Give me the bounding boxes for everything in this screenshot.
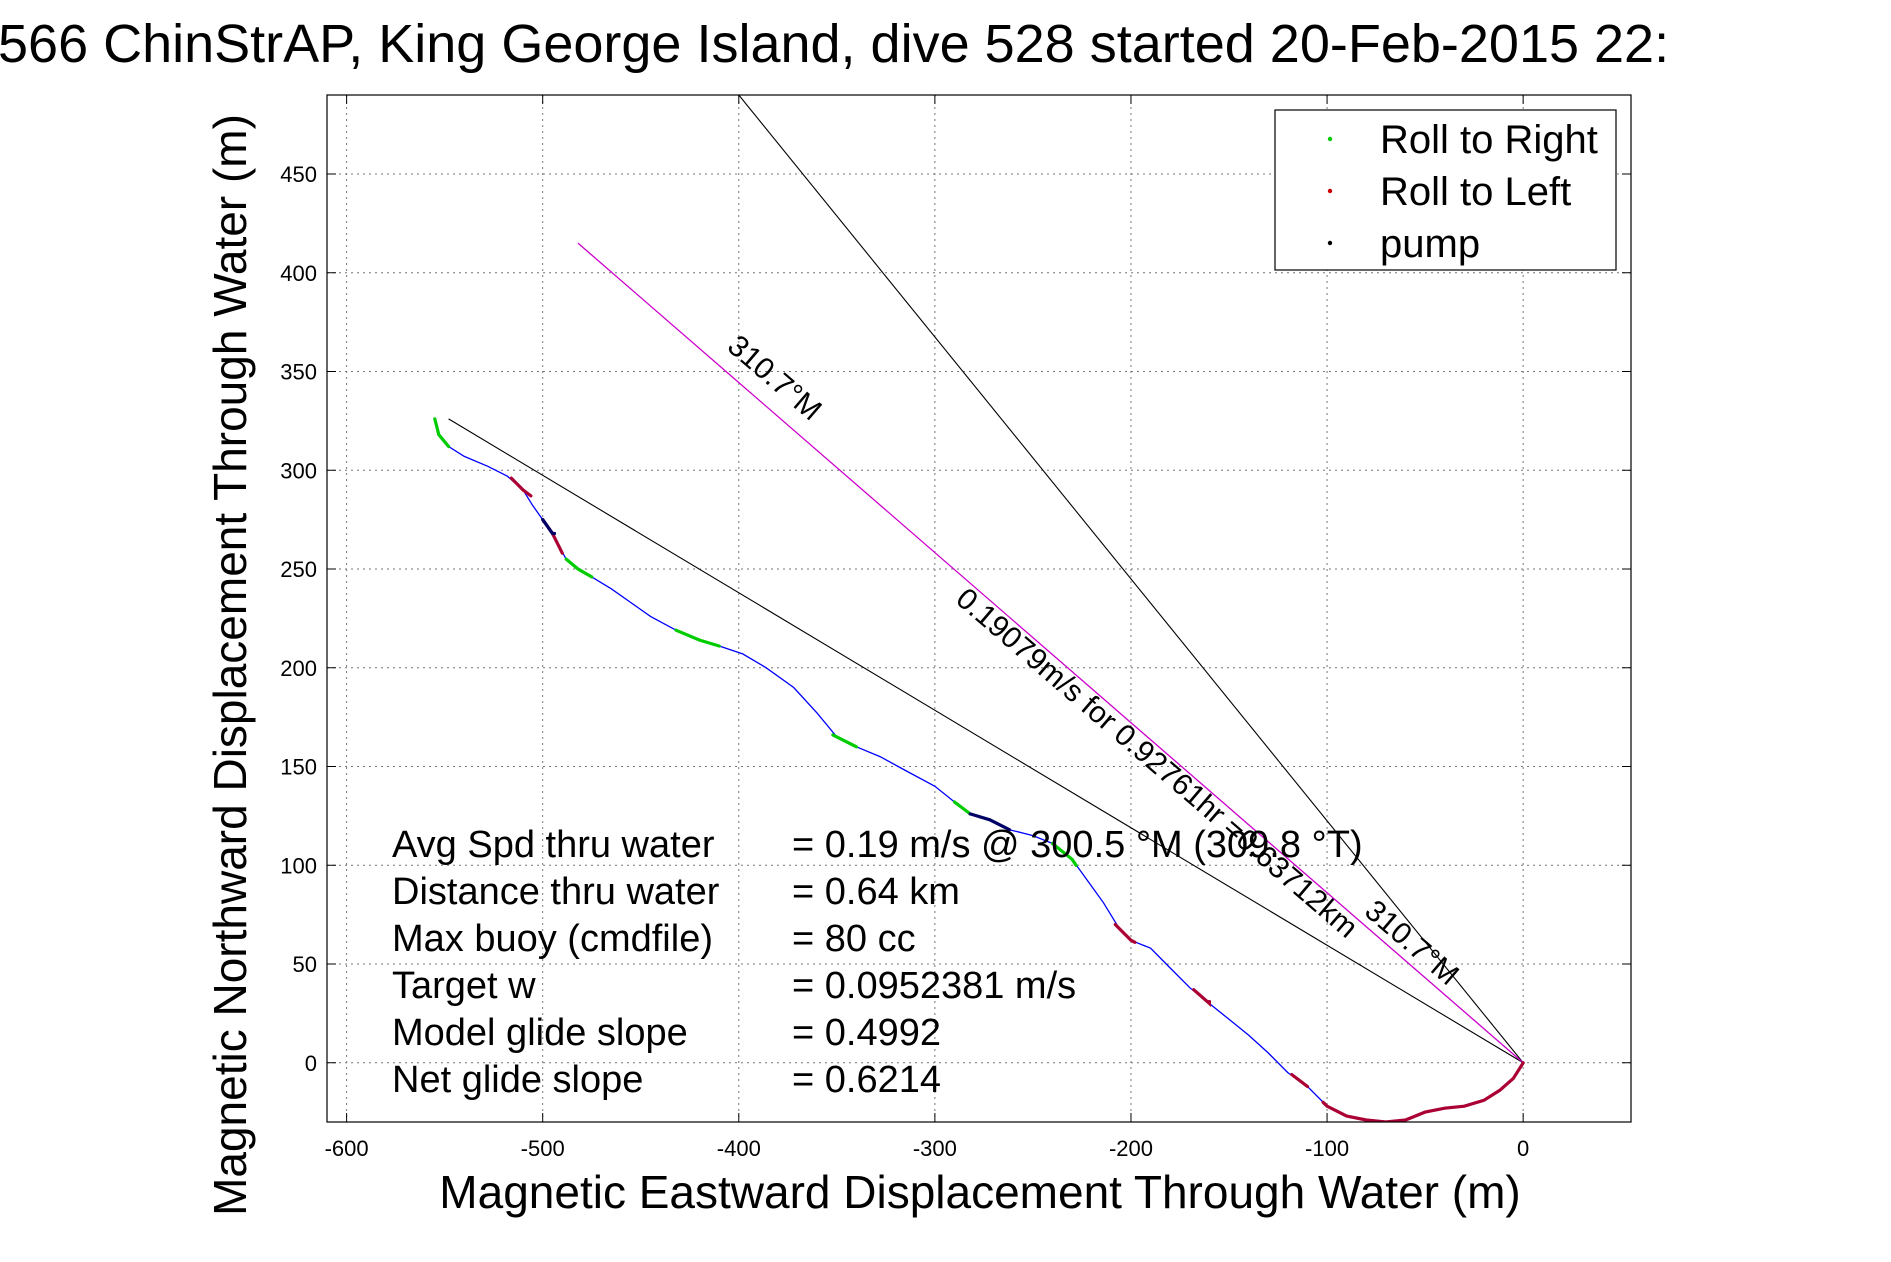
info-name: Avg Spd thru water bbox=[392, 824, 715, 866]
x-tick-label: -100 bbox=[1305, 1136, 1349, 1161]
info-name: Model glide slope bbox=[392, 1012, 688, 1054]
grid bbox=[327, 95, 1631, 1122]
roll-left-segment bbox=[1113, 922, 1137, 944]
axes: -600 -500 -400 -300 -200 -100 0 0 50 100 150 200 250… bbox=[280, 94, 1632, 1161]
legend-label: pump bbox=[1380, 222, 1480, 266]
y-tick-label: 300 bbox=[280, 458, 317, 483]
x-tick-label: -500 bbox=[521, 1136, 565, 1161]
legend-marker bbox=[1327, 240, 1333, 246]
roll-left-segment bbox=[509, 476, 533, 498]
y-tick-label: 400 bbox=[280, 261, 317, 286]
roll-left-segment bbox=[1290, 1072, 1310, 1089]
info-value: = 0.4992 bbox=[792, 1012, 941, 1054]
chart-title: 566 ChinStrAP, King George Island, dive … bbox=[0, 14, 1669, 74]
roll-left-segment bbox=[1192, 988, 1212, 1008]
roll-right-segment bbox=[674, 628, 721, 648]
y-tick-label: 150 bbox=[280, 755, 317, 780]
roll-right-segment bbox=[952, 800, 972, 816]
y-axis-label: Magnetic Northward Displacement Through … bbox=[204, 114, 256, 1216]
y-tick-label: 200 bbox=[280, 656, 317, 681]
y-tick-label: 250 bbox=[280, 557, 317, 582]
info-value: = 0.0952381 m/s bbox=[792, 965, 1076, 1007]
info-name: Net glide slope bbox=[392, 1059, 643, 1101]
info-value: = 80 cc bbox=[792, 918, 916, 960]
info-name: Target w bbox=[392, 965, 536, 1007]
y-tick-label: 100 bbox=[280, 853, 317, 878]
legend-label: Roll to Left bbox=[1380, 170, 1571, 214]
guide-line bbox=[448, 418, 1524, 1064]
y-tick-label: 350 bbox=[280, 360, 317, 385]
y-tick-label: 450 bbox=[280, 162, 317, 187]
info-value: = 0.6214 bbox=[792, 1059, 941, 1101]
legend-label: Roll to Right bbox=[1380, 118, 1598, 162]
x-tick-label: -300 bbox=[913, 1136, 957, 1161]
x-tick-label: -600 bbox=[325, 1136, 369, 1161]
info-value: = 0.19 m/s @ 300.5 °M (309.8 °T) bbox=[792, 824, 1363, 866]
line-label: 310.7°M bbox=[1358, 894, 1464, 992]
info-block: Avg Spd thru water = 0.19 m/s @ 300.5 °M … bbox=[392, 824, 1363, 1101]
pump-segment bbox=[541, 517, 557, 536]
line-label: 0.19079m/s for 0.92761hr =0.63712km bbox=[950, 582, 1364, 945]
legend-marker bbox=[1327, 136, 1333, 142]
info-name: Max buoy (cmdfile) bbox=[392, 918, 713, 960]
pump-segment bbox=[968, 812, 1012, 832]
x-axis-label: Magnetic Eastward Displacement Through W… bbox=[439, 1166, 1520, 1218]
roll-right-segment bbox=[831, 733, 859, 749]
y-tick-label: 0 bbox=[305, 1051, 317, 1076]
roll-left-segment bbox=[1321, 1061, 1525, 1122]
roll-right-segment bbox=[433, 417, 451, 449]
info-value: = 0.64 km bbox=[792, 871, 960, 913]
y-tick-label: 50 bbox=[293, 952, 317, 977]
x-tick-label: 0 bbox=[1517, 1136, 1529, 1161]
line-label: 310.7°M bbox=[721, 329, 827, 427]
roll-right-segment bbox=[1050, 841, 1078, 867]
guide-lines bbox=[448, 95, 1524, 1064]
x-tick-label: -200 bbox=[1109, 1136, 1153, 1161]
x-tick-label: -400 bbox=[717, 1136, 761, 1161]
plot-frame bbox=[326, 94, 1632, 1123]
guide-line bbox=[738, 95, 1524, 1064]
heading-line bbox=[577, 242, 1524, 1064]
legend: Roll to Right Roll to Left pump bbox=[1274, 109, 1617, 271]
track bbox=[433, 417, 1525, 1122]
roll-right-segment bbox=[564, 557, 594, 579]
legend-marker bbox=[1327, 188, 1333, 194]
info-name: Distance thru water bbox=[392, 871, 720, 913]
